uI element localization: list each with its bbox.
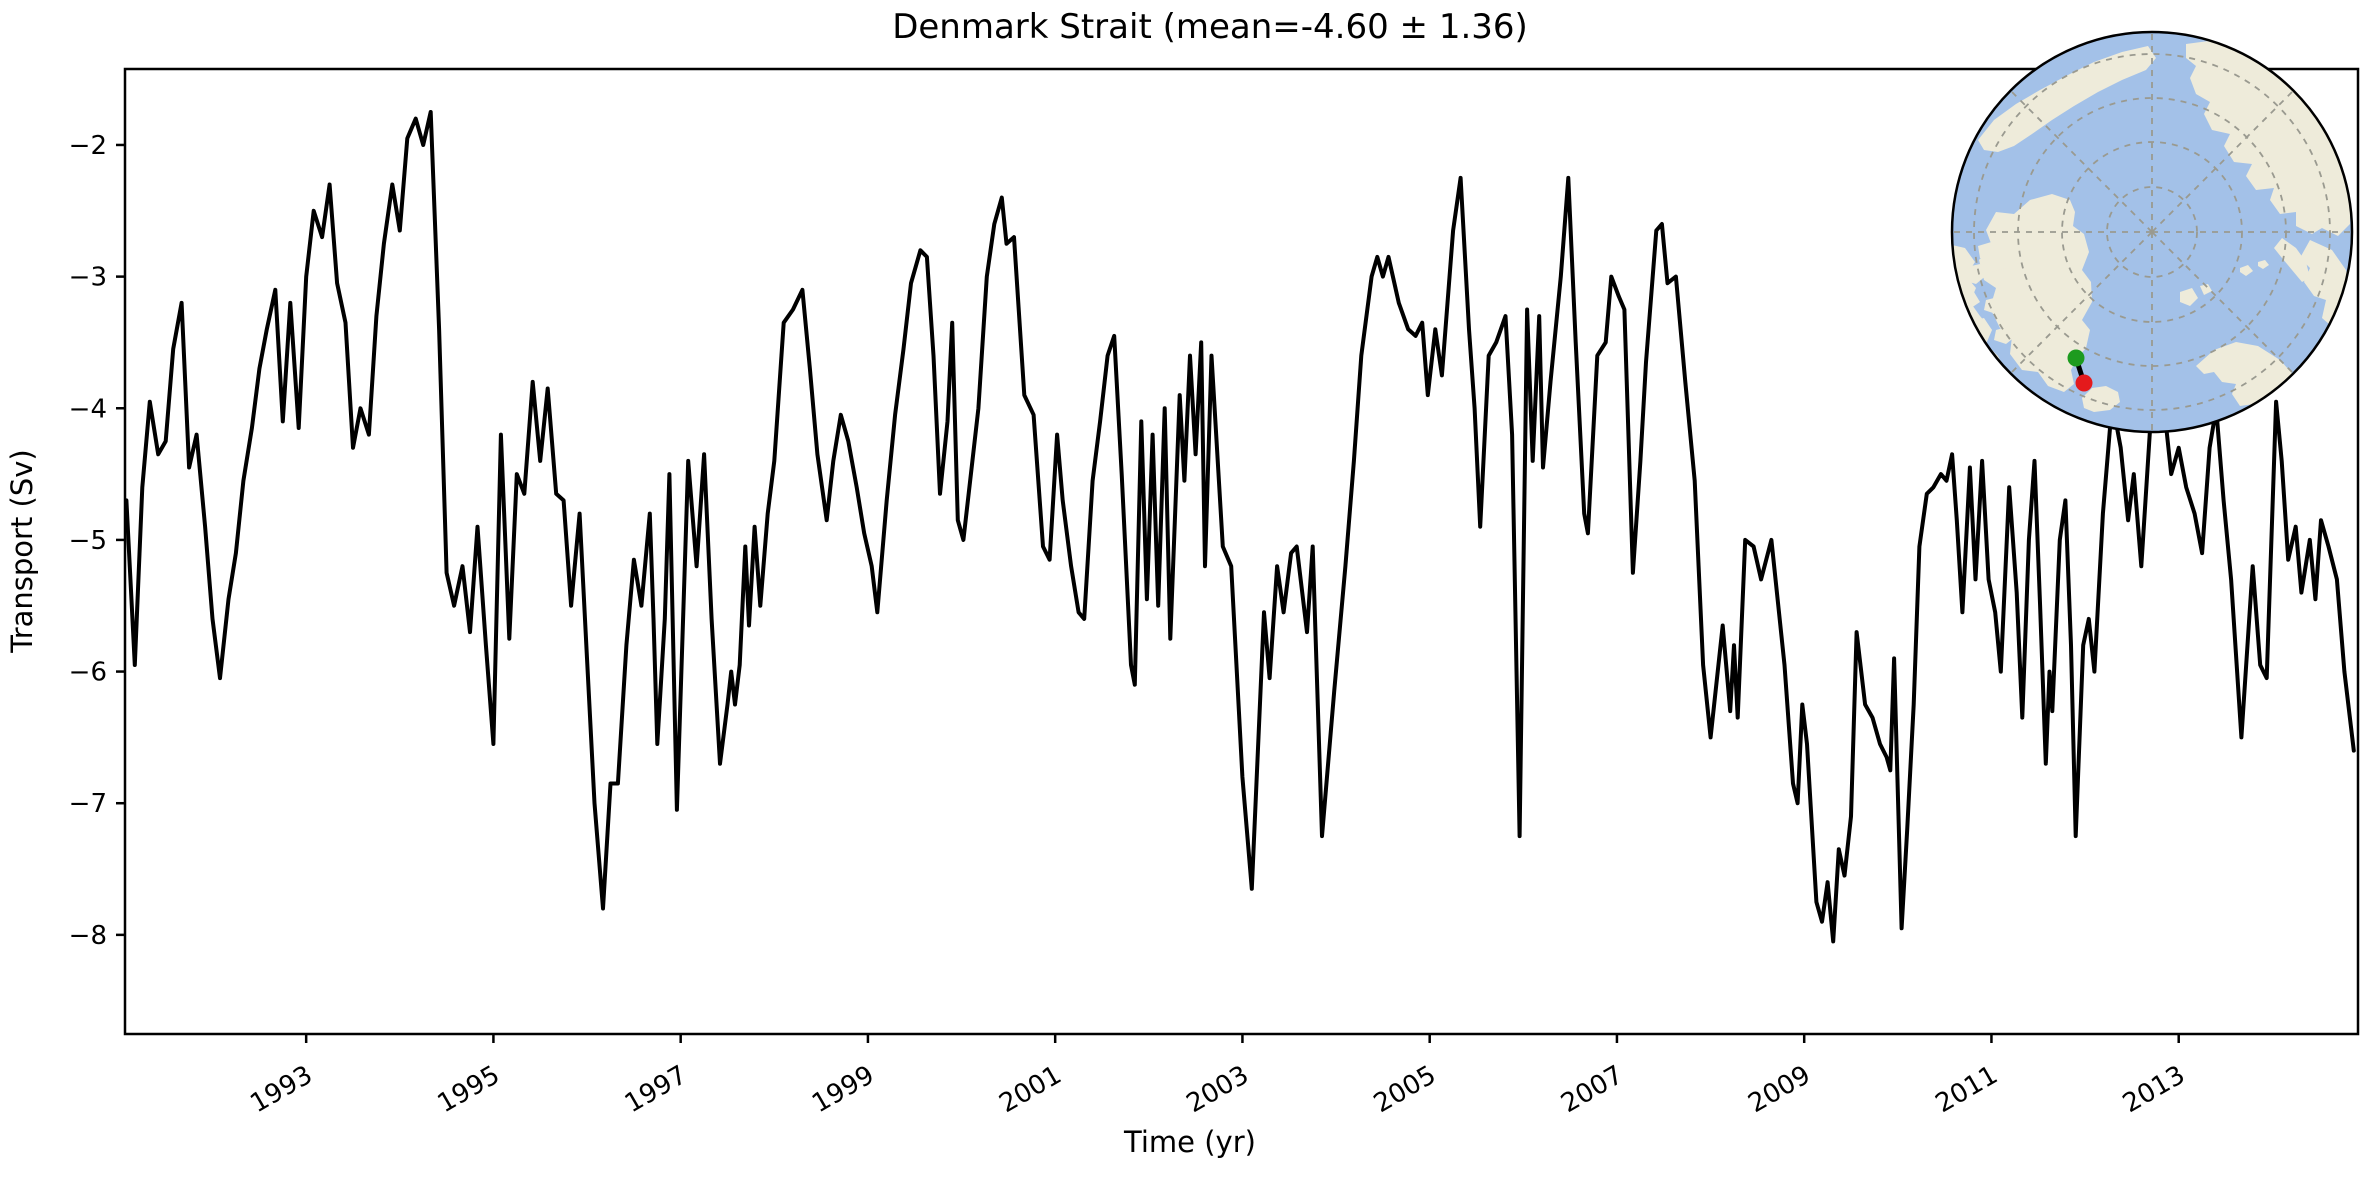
inset-arctic-map	[1950, 30, 2354, 434]
map-land-shape	[2306, 202, 2322, 215]
map-parallel-circle	[2106, 186, 2198, 278]
y-axis-ticks	[116, 143, 125, 937]
y-axis-label: Transport (Sv)	[5, 449, 39, 654]
map-land-shape	[2258, 260, 2269, 269]
map-meridian-line	[2151, 89, 2295, 233]
map-land-shape	[2180, 288, 2198, 306]
map-land-shape	[2240, 265, 2253, 276]
map-land-shape	[1994, 326, 2016, 344]
map-land-shape	[1978, 46, 2156, 152]
y-tick-label: −3	[69, 263, 107, 293]
map-parallel-circle	[1973, 53, 2331, 411]
map-meridian-line	[2151, 231, 2295, 375]
map-meridian-line	[2009, 231, 2153, 375]
map-land-shape	[2200, 284, 2212, 295]
map-land-shape	[1984, 296, 2008, 314]
y-tick-label: −2	[69, 131, 107, 161]
y-axis-tick-labels: −2 −3 −4 −5 −6 −7 −8	[69, 131, 107, 951]
y-tick-label: −4	[69, 394, 107, 424]
x-axis-label: Time (yr)	[1123, 1125, 1256, 1159]
map-land-shape	[2274, 238, 2310, 282]
transport-data-line	[124, 110, 2356, 944]
map-land-shape	[1992, 268, 2012, 286]
map-land-shape	[1979, 194, 2092, 392]
x-axis-ticks	[304, 1034, 2180, 1043]
map-land-shape	[2186, 40, 2350, 236]
map-meridian-line	[2009, 89, 2153, 233]
map-land-shape	[1978, 240, 2008, 260]
y-tick-label: −6	[69, 658, 107, 688]
y-tick-label: −8	[69, 921, 107, 951]
y-tick-label: −5	[69, 526, 107, 556]
y-tick-label: −7	[69, 789, 107, 819]
map-outline	[1950, 30, 2354, 434]
map-land-shape	[1962, 264, 1988, 284]
section-start-marker-green	[2067, 349, 2085, 367]
map-land-shape	[2082, 386, 2120, 412]
map-graticule	[1952, 32, 2352, 432]
section-end-marker-red	[2075, 374, 2093, 392]
chart-title: Denmark Strait (mean=-4.60 ± 1.36)	[892, 7, 1528, 47]
